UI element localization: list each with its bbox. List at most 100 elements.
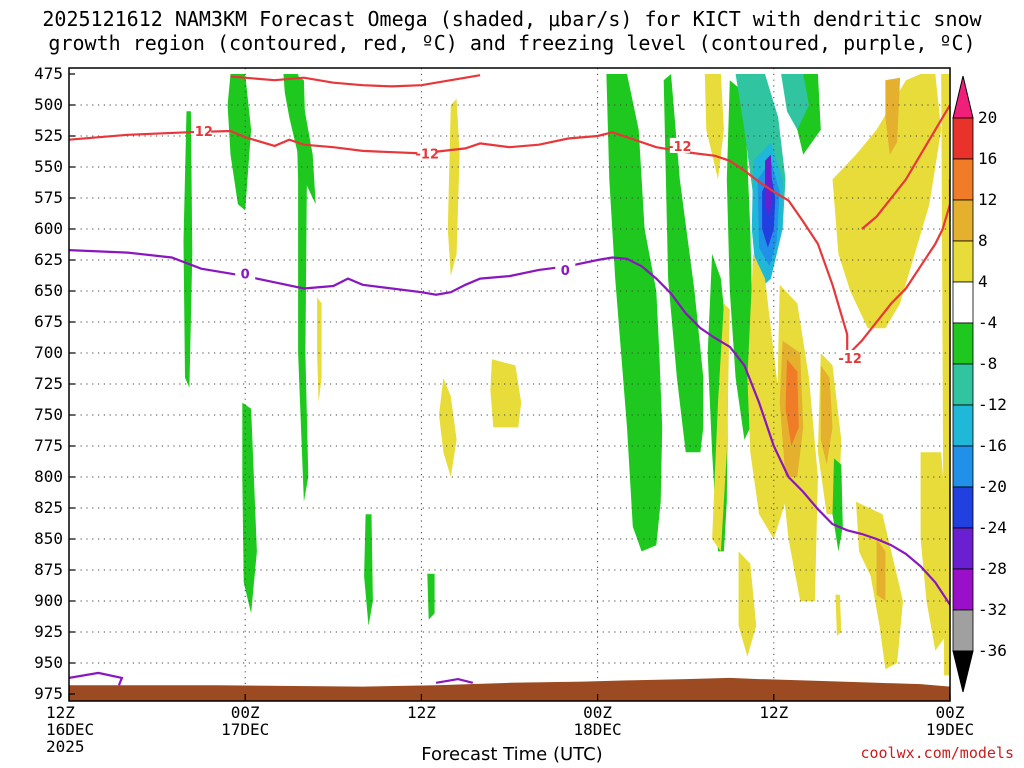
- colorbar-label-3: 12: [978, 190, 997, 209]
- y-tick-label-775: 775: [34, 436, 63, 455]
- omega-region-10: [439, 377, 457, 477]
- dgz-label-1-bg: [191, 123, 212, 139]
- omega-region-9: [447, 98, 460, 277]
- omega-region-36: [820, 365, 833, 465]
- dgz-label-4: -12: [838, 352, 862, 367]
- contour-lines: -12 -12 -12 -12 0 0: [69, 74, 950, 686]
- x-tick-label-60-1: 00Z: [936, 703, 965, 722]
- colorbar-cell-6: [952, 322, 974, 365]
- colorbar-cell-8: [952, 404, 974, 447]
- dgz-label-3: -12: [668, 140, 692, 155]
- y-tick-label-525: 525: [34, 126, 63, 145]
- colorbar-cell-1: [952, 117, 974, 160]
- x-tick-label-12-1: 00Z: [231, 703, 260, 722]
- omega-region-24: [712, 303, 730, 552]
- colorbar-label-11: -24: [978, 518, 1007, 537]
- omega-region-18: [781, 74, 809, 130]
- freezing-label-2-bg: [555, 261, 576, 277]
- omega-region-33: [835, 594, 842, 636]
- dgz-label-2: -12: [416, 147, 440, 162]
- colorbar-label-7: -8: [978, 354, 997, 373]
- freezing-label-1: 0: [241, 268, 250, 283]
- credit-text: coolwx.com/models: [860, 744, 1014, 762]
- colorbar-top-arrow: [952, 75, 974, 119]
- colorbar-label-6: -4: [978, 313, 997, 332]
- omega-region-8: [317, 297, 322, 403]
- y-tick-label-500: 500: [34, 95, 63, 114]
- x-tick-label-60-2: 19DEC: [926, 720, 974, 739]
- omega-region-22: [765, 154, 773, 217]
- omega-region-1: [227, 74, 252, 211]
- y-tick-label-475: 475: [34, 64, 63, 83]
- colorbar-cell-9: [952, 445, 974, 488]
- y-tick-label-825: 825: [34, 498, 63, 517]
- y-tick-label-700: 700: [34, 343, 63, 362]
- x-tick-label-24-1: 12Z: [407, 703, 436, 722]
- y-tick-label-550: 550: [34, 157, 63, 176]
- colorbar-bottom-arrow: [952, 650, 974, 693]
- y-tick-label-900: 900: [34, 591, 63, 610]
- colorbar-cell-3: [952, 199, 974, 242]
- omega-region-39: [832, 458, 843, 552]
- y-tick-label-575: 575: [34, 188, 63, 207]
- y-tick-label-800: 800: [34, 467, 63, 486]
- colorbar-cell-4: [952, 240, 974, 283]
- dgz-lower-line: [846, 179, 950, 357]
- colorbar-cell-12: [952, 568, 974, 611]
- freezing-label-1-bg: [235, 265, 256, 281]
- chart-title-line-1: 2025121612 NAM3KM Forecast Omega (shaded…: [42, 7, 982, 31]
- y-tick-label-650: 650: [34, 281, 63, 300]
- colorbar-cell-13: [952, 609, 974, 652]
- omega-region-26: [738, 551, 757, 657]
- colorbar-cell-5: [952, 281, 974, 324]
- y-tick-label-675: 675: [34, 312, 63, 331]
- freezing-level-surface-1: [69, 671, 124, 686]
- omega-region-23: [704, 74, 724, 180]
- y-tick-label-725: 725: [34, 374, 63, 393]
- omega-region-35: [885, 77, 901, 155]
- x-tick-label-48-1: 12Z: [759, 703, 788, 722]
- x-tick-label-12-2: 17DEC: [221, 720, 269, 739]
- omega-region-15: [726, 80, 754, 440]
- dgz-upper-right-line: [861, 104, 950, 230]
- colorbar-label-14: -36: [978, 641, 1007, 660]
- x-axis-title: Forecast Time (UTC): [421, 744, 603, 765]
- y-tick-label-600: 600: [34, 219, 63, 238]
- omega-region-13: [663, 74, 704, 453]
- omega-region-3: [183, 111, 193, 388]
- colorbar-label-10: -20: [978, 477, 1007, 496]
- dgz-label-1: -12: [189, 125, 213, 140]
- dgz-label-4-bg: [840, 349, 861, 365]
- dgz-top-line: [230, 74, 481, 88]
- dgz-upper-line: [69, 129, 849, 356]
- x-tick-label-36-2: 18DEC: [574, 720, 622, 739]
- x-tick-label-0-1: 12Z: [46, 703, 75, 722]
- x-tick-label-36-1: 00Z: [583, 703, 612, 722]
- colorbar-label-4: 8: [978, 231, 988, 250]
- freezing-level-surface-2: [435, 677, 474, 684]
- x-tick-label-0-2: 16DEC: [46, 720, 94, 739]
- freezing-label-2: 0: [561, 264, 570, 279]
- colorbar-cell-7: [952, 363, 974, 406]
- y-tick-label-750: 750: [34, 405, 63, 424]
- omega-region-38: [785, 359, 799, 446]
- freezing-level-line: [69, 249, 950, 606]
- chart-title-line-2: growth region (contoured, red, ºC) and f…: [48, 31, 976, 55]
- colorbar-label-9: -16: [978, 436, 1007, 455]
- terrain-ground: [69, 677, 950, 701]
- omega-region-11: [490, 359, 522, 428]
- colorbar-cell-10: [952, 486, 974, 529]
- omega-region-7: [427, 573, 435, 620]
- colorbar-label-2: 16: [978, 149, 997, 168]
- omega-region-29: [832, 74, 942, 329]
- y-axis: 475 500 525 550 575 600 625 650 675 700 725 750 775 8…: [34, 64, 75, 703]
- grid-lines: [69, 68, 950, 701]
- colorbar-label-1: 20: [978, 108, 997, 127]
- y-tick-label-850: 850: [34, 529, 63, 548]
- colorbar-cell-11: [952, 527, 974, 570]
- y-tick-label-975: 975: [34, 684, 63, 703]
- x-tick-label-0-3: 2025: [46, 737, 85, 756]
- colorbar-label-5: 4: [978, 272, 988, 291]
